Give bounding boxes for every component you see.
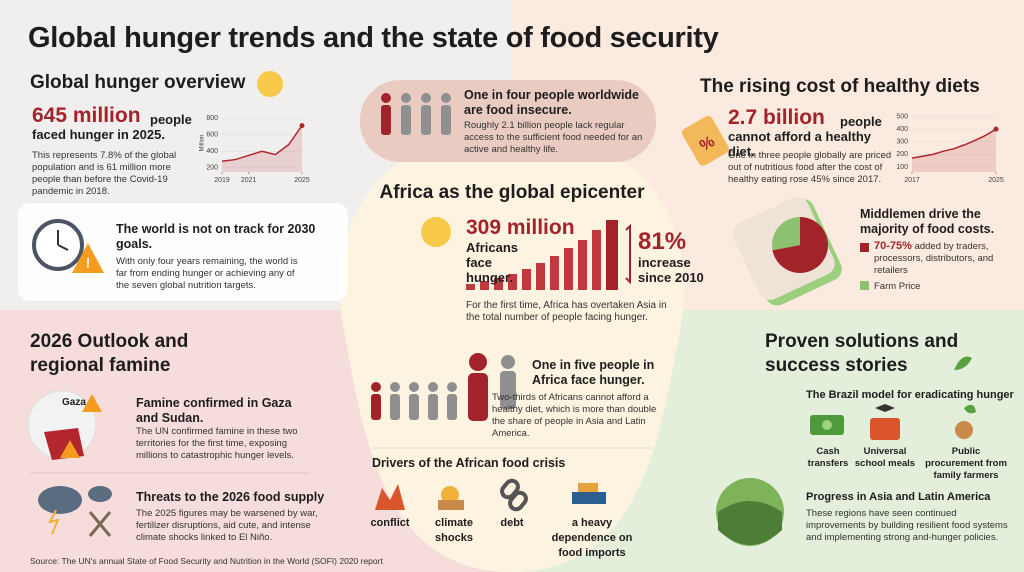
end-point bbox=[299, 123, 305, 129]
heading: Proven solutions and success stories bbox=[765, 331, 959, 376]
heading: The rising cost of healthy diets bbox=[700, 76, 980, 97]
driver: conflict bbox=[370, 517, 410, 529]
x-tick-label: 2019 bbox=[214, 177, 230, 184]
area bbox=[912, 129, 996, 172]
driver: climate shocks bbox=[435, 517, 473, 544]
svg-text:!: ! bbox=[86, 255, 91, 271]
body: One in three people globally are priced … bbox=[728, 150, 892, 185]
area bbox=[222, 125, 302, 172]
solution: Public procurement from family farmers bbox=[925, 446, 1007, 481]
x-tick-label: 2025 bbox=[294, 177, 310, 184]
y-tick-label: 800 bbox=[206, 115, 218, 122]
legend-swatch bbox=[860, 281, 869, 290]
line bbox=[221, 125, 303, 162]
heading: One in five people in Africa face hunger… bbox=[532, 358, 655, 387]
stat-text: people cannot afford a healthy diet. bbox=[728, 114, 882, 159]
heading: Threats to the 2026 food supply bbox=[136, 490, 325, 504]
stat-text: people faced hunger in 2025. bbox=[32, 112, 192, 142]
body: These regions have seen continued improv… bbox=[806, 508, 1008, 543]
x-tick-label: 2017 bbox=[904, 177, 920, 184]
solution: Universal school meals bbox=[854, 446, 916, 469]
map-label: Gaza bbox=[62, 397, 86, 408]
stat: 2.7 billion bbox=[728, 106, 825, 129]
heading: One in four people worldwide are food in… bbox=[464, 88, 640, 117]
driver: debt bbox=[500, 517, 524, 529]
stat: 645 million bbox=[32, 104, 141, 127]
pct: 81% bbox=[638, 228, 687, 255]
source: Source: The UN's annual State of Food Se… bbox=[30, 556, 383, 566]
y-tick-label: 200 bbox=[206, 165, 218, 172]
y-tick-label: 100 bbox=[896, 164, 908, 171]
body: With only four years remaining, the worl… bbox=[116, 256, 298, 291]
share-text: added by traders, processors, distributo… bbox=[874, 241, 994, 276]
heading: The world is not on track for 2030 goals… bbox=[116, 222, 316, 251]
x-tick-label: 2021 bbox=[241, 177, 257, 184]
driver: a heavy dependence on food imports bbox=[551, 517, 633, 559]
heading: Drivers of the African food crisis bbox=[372, 456, 566, 470]
y-axis-label: Million bbox=[200, 134, 206, 151]
body: For the first time, Africa has overtaken… bbox=[466, 300, 667, 323]
x-tick-label: 2025 bbox=[988, 177, 1004, 184]
line bbox=[911, 128, 997, 159]
y-tick-label: 200 bbox=[896, 151, 908, 158]
legend-swatch bbox=[860, 243, 869, 252]
y-tick-label: 300 bbox=[896, 139, 908, 146]
end-point bbox=[993, 126, 999, 132]
pie-slice bbox=[772, 217, 800, 251]
body: Two-thirds of Africans cannot afford a h… bbox=[492, 392, 657, 439]
body: The UN confirmed famine in these two ter… bbox=[136, 426, 298, 461]
heading: Progress in Asia and Latin America bbox=[806, 491, 991, 503]
title: Global hunger trends and the state of fo… bbox=[28, 22, 719, 54]
stat-text: Africans face hunger. bbox=[466, 240, 519, 285]
y-tick-label: 600 bbox=[206, 132, 218, 139]
body: The 2025 figures may be warsened by war,… bbox=[136, 508, 318, 543]
heading: The Brazil model for eradicating hunger bbox=[806, 389, 1014, 401]
y-tick-label: 400 bbox=[896, 126, 908, 133]
heading: Africa as the global epicenter bbox=[379, 182, 645, 203]
farm-label: Farm Price bbox=[874, 281, 921, 292]
body: Roughly 2.1 billion people lack regular … bbox=[464, 120, 643, 155]
heading: Famine confirmed in Gaza and Sudan. bbox=[136, 396, 292, 425]
stat: 309 million bbox=[466, 216, 575, 239]
heading: Middlemen drive the majority of food cos… bbox=[860, 207, 995, 236]
body: This represents 7.8% of the global popul… bbox=[32, 150, 177, 197]
solution: Cash transfers bbox=[807, 446, 849, 469]
y-tick-label: 400 bbox=[206, 148, 218, 155]
heading: Global hunger overview bbox=[30, 72, 246, 93]
heading: 2026 Outlook and regional famine bbox=[30, 331, 189, 376]
y-tick-label: 500 bbox=[896, 113, 908, 120]
pie-slice bbox=[772, 217, 829, 274]
pct-text: increase since 2010 bbox=[638, 255, 704, 285]
share-label: 70-75% bbox=[874, 240, 912, 252]
